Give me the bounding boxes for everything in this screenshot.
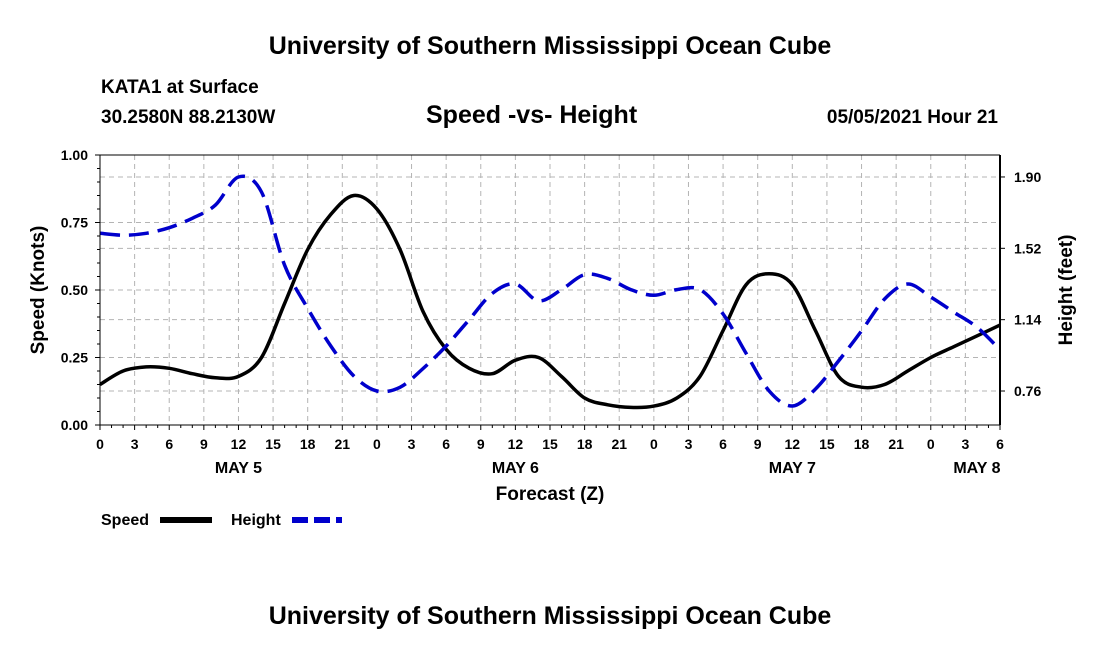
x-tick-label: 6 [996, 436, 1004, 452]
x-tick-label: 0 [650, 436, 658, 452]
y2-tick-label: 1.90 [1014, 169, 1041, 185]
station-label: KATA1 at Surface [101, 77, 259, 98]
x-tick-label: 18 [577, 436, 593, 452]
tick-labels: 0 3 6 9 12 15 18 21 0 3 6 9 12 15 18 21 0 3 6 9 12 15 18 21 0 3 6 M… [61, 147, 1042, 477]
x-tick-label: 21 [335, 436, 351, 452]
height-series-line [99, 174, 1002, 408]
x-tick-label: 18 [854, 436, 870, 452]
y-tick-label: 1.00 [61, 147, 88, 163]
x-tick-label: 9 [200, 436, 208, 452]
x-tick-label: 3 [961, 436, 969, 452]
station-coords: 30.2580N 88.2130W [101, 107, 276, 128]
legend-height-label: Height [231, 512, 281, 529]
x-tick-label: 12 [508, 436, 524, 452]
x-tick-label: 6 [165, 436, 173, 452]
y-tick-label: 0.50 [61, 282, 88, 298]
grid-lines [100, 155, 1000, 425]
x-day-label: MAY 6 [492, 460, 539, 477]
x-tick-label: 15 [542, 436, 558, 452]
x-tick-label: 21 [611, 436, 627, 452]
y2-axis-label: Height (feet) [1056, 235, 1077, 346]
y2-tick-label: 0.76 [1014, 383, 1041, 399]
x-day-label: MAY 7 [769, 460, 816, 477]
x-axis-label: Forecast (Z) [496, 484, 605, 505]
x-tick-label: 3 [131, 436, 139, 452]
forecast-datetime: 05/05/2021 Hour 21 [826, 107, 998, 128]
y2-tick-label: 1.52 [1014, 240, 1041, 256]
y-tick-label: 0.75 [61, 215, 88, 231]
y-tick-label: 0.25 [61, 350, 88, 366]
x-tick-label: 9 [754, 436, 762, 452]
chart-title-bottom: University of Southern Mississippi Ocean… [268, 602, 832, 630]
axes [95, 154, 1005, 430]
x-day-label: MAY 5 [215, 460, 262, 477]
x-tick-label: 12 [785, 436, 801, 452]
x-tick-label: 0 [927, 436, 935, 452]
legend: Speed Height [101, 512, 342, 529]
x-day-label: MAY 8 [953, 460, 1000, 477]
legend-speed-label: Speed [101, 512, 149, 529]
y-tick-label: 0.00 [61, 417, 88, 433]
plot-series [99, 174, 1002, 410]
x-tick-label: 3 [685, 436, 693, 452]
x-tick-label: 0 [96, 436, 104, 452]
y-axis-label: Speed (Knots) [28, 226, 49, 355]
x-tick-label: 15 [819, 436, 835, 452]
x-tick-label: 12 [231, 436, 247, 452]
x-tick-label: 0 [373, 436, 381, 452]
chart-subtitle: Speed -vs- Height [426, 101, 638, 129]
y2-tick-label: 1.14 [1014, 312, 1041, 328]
chart-title-top: University of Southern Mississippi Ocean… [268, 32, 832, 60]
x-tick-label: 6 [442, 436, 450, 452]
x-tick-label: 9 [477, 436, 485, 452]
x-tick-label: 21 [888, 436, 904, 452]
x-tick-label: 6 [719, 436, 727, 452]
x-tick-label: 18 [300, 436, 316, 452]
speed-series-line [99, 193, 1001, 410]
x-tick-label: 15 [265, 436, 281, 452]
x-tick-label: 3 [408, 436, 416, 452]
